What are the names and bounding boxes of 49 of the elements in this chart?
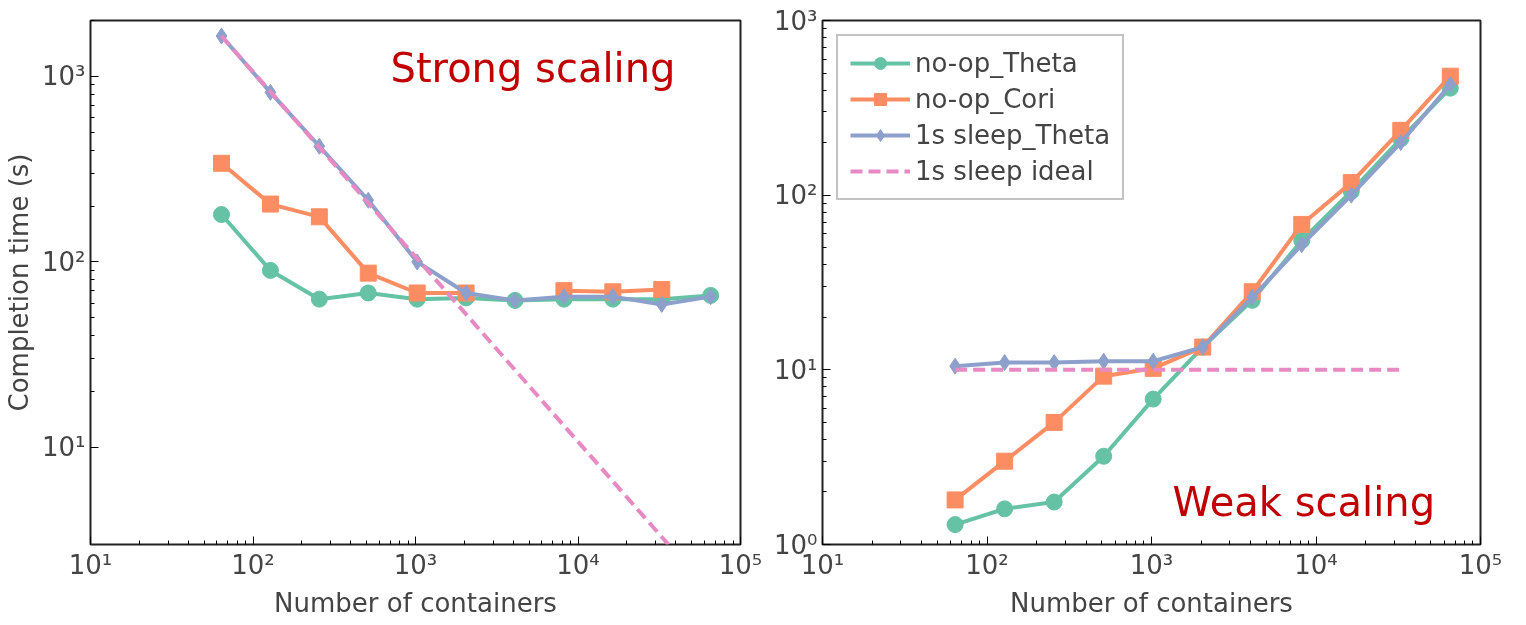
point: [261, 261, 279, 279]
point: [310, 290, 328, 308]
x-tick-label: 10⁴: [556, 549, 600, 580]
point: [359, 264, 377, 282]
point: [359, 284, 377, 302]
x-tick-label: 10³: [1129, 549, 1174, 580]
legend-label: 1s sleep ideal: [915, 156, 1094, 186]
point: [1345, 186, 1358, 204]
y-tick-label: 10²: [773, 180, 818, 211]
point: [1097, 352, 1110, 370]
point: [213, 154, 230, 172]
point: [213, 206, 230, 224]
y-tick-label: 10¹: [41, 432, 86, 463]
point: [946, 516, 964, 534]
point: [1045, 413, 1063, 431]
x-tick-label: 10¹: [68, 549, 113, 580]
x-tick-label: 10⁵: [718, 549, 763, 580]
x-tick-label: 10³: [393, 549, 438, 580]
point: [996, 452, 1014, 470]
y-tick-label: 10³: [41, 61, 86, 92]
y-tick-label: 10²: [41, 246, 86, 277]
legend-label: 1s sleep_Theta: [915, 120, 1111, 150]
point: [998, 354, 1011, 372]
point: [1095, 447, 1113, 465]
x-tick-label: 10⁵: [1458, 549, 1503, 580]
annotation: Weak scaling: [1172, 478, 1436, 525]
point: [946, 491, 964, 509]
point: [1147, 352, 1160, 370]
y-axis-title: Completion time (s): [3, 153, 34, 412]
x-axis-title: Number of containers: [1010, 587, 1293, 618]
x-tick-label: 10²: [231, 549, 275, 580]
point: [1295, 236, 1308, 254]
annotation: Strong scaling: [390, 44, 676, 91]
y-tick-label: 10³: [773, 5, 818, 36]
point: [310, 208, 328, 226]
legend-label: no-op_Theta: [915, 48, 1078, 78]
point: [1293, 215, 1311, 233]
point: [655, 295, 668, 313]
point: [408, 284, 426, 302]
point: [996, 500, 1014, 518]
y-tick-label: 10¹: [773, 354, 818, 385]
x-tick-label: 10⁴: [1294, 549, 1338, 580]
legend-label: no-op_Cori: [915, 84, 1056, 114]
point: [261, 195, 279, 213]
point: [1144, 390, 1162, 408]
x-tick-label: 10²: [965, 549, 1009, 580]
point: [653, 281, 671, 299]
point: [1045, 493, 1063, 511]
x-axis-title: Number of containers: [274, 587, 557, 618]
